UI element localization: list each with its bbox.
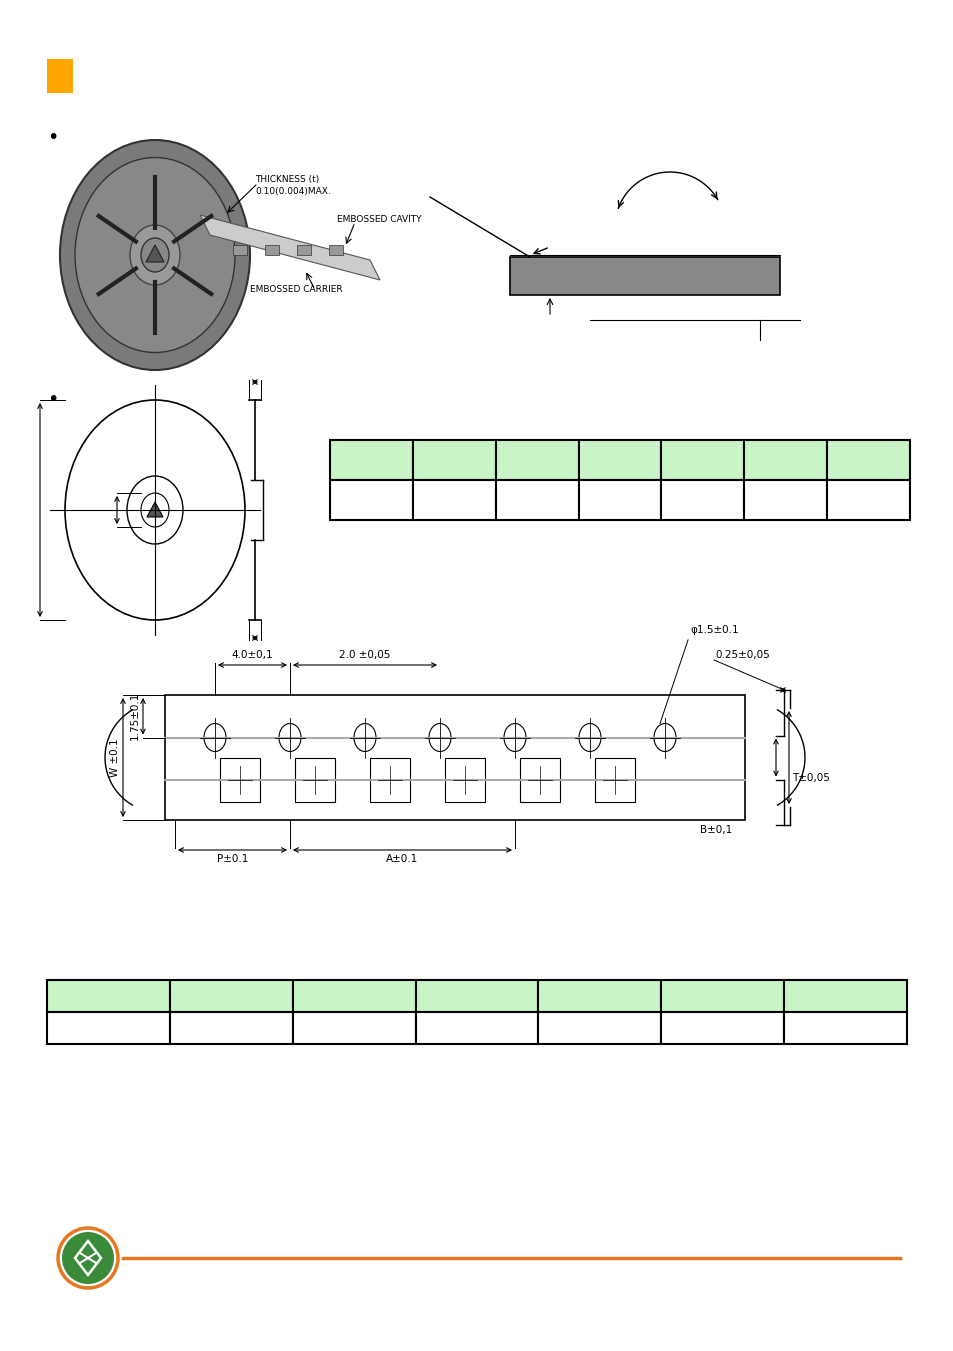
- Text: φ1.5±0.1: φ1.5±0.1: [689, 626, 738, 635]
- Ellipse shape: [130, 226, 180, 285]
- Bar: [296, 245, 311, 255]
- Text: P±0.1: P±0.1: [216, 854, 248, 865]
- Bar: [743, 480, 826, 520]
- Ellipse shape: [578, 724, 600, 751]
- Polygon shape: [146, 245, 164, 262]
- Bar: [444, 758, 484, 801]
- Bar: [537, 979, 660, 1012]
- Text: 0.25±0,05: 0.25±0,05: [714, 650, 769, 661]
- Bar: [519, 758, 559, 801]
- Bar: [496, 440, 578, 480]
- Bar: [578, 440, 660, 480]
- Bar: [220, 758, 260, 801]
- Bar: [165, 694, 744, 820]
- Ellipse shape: [127, 476, 183, 544]
- Text: 4.0±0,1: 4.0±0,1: [232, 650, 273, 661]
- Bar: [47, 979, 170, 1012]
- Bar: [496, 480, 578, 520]
- Text: EMBOSSED CAVITY: EMBOSSED CAVITY: [336, 215, 421, 224]
- Text: •: •: [47, 390, 58, 409]
- Bar: [47, 1012, 170, 1044]
- Ellipse shape: [278, 724, 301, 751]
- Bar: [330, 480, 413, 520]
- Ellipse shape: [654, 724, 676, 751]
- Bar: [537, 1012, 660, 1044]
- Ellipse shape: [141, 238, 169, 272]
- Bar: [783, 1012, 906, 1044]
- Bar: [413, 440, 496, 480]
- Bar: [294, 758, 335, 801]
- Ellipse shape: [60, 141, 250, 370]
- Polygon shape: [147, 503, 163, 517]
- Text: T±0,05: T±0,05: [791, 773, 829, 782]
- Bar: [416, 1012, 537, 1044]
- Bar: [660, 979, 783, 1012]
- Bar: [329, 245, 343, 255]
- Bar: [47, 59, 73, 93]
- Ellipse shape: [429, 724, 451, 751]
- Bar: [743, 440, 826, 480]
- Text: EMBOSSED CARRIER: EMBOSSED CARRIER: [250, 285, 342, 295]
- Bar: [370, 758, 410, 801]
- Bar: [660, 440, 743, 480]
- Bar: [265, 245, 278, 255]
- Bar: [416, 979, 537, 1012]
- Bar: [660, 480, 743, 520]
- Text: A±0.1: A±0.1: [386, 854, 418, 865]
- Ellipse shape: [204, 724, 226, 751]
- Text: THICKNESS (t)
0.10(0.004)MAX.: THICKNESS (t) 0.10(0.004)MAX.: [254, 176, 331, 196]
- Bar: [578, 480, 660, 520]
- Bar: [413, 480, 496, 520]
- Bar: [233, 245, 247, 255]
- Bar: [660, 1012, 783, 1044]
- Bar: [595, 758, 635, 801]
- Ellipse shape: [141, 493, 169, 527]
- Bar: [826, 480, 909, 520]
- Bar: [826, 440, 909, 480]
- Circle shape: [58, 1228, 118, 1288]
- Bar: [293, 979, 416, 1012]
- Ellipse shape: [75, 158, 234, 353]
- Polygon shape: [200, 215, 379, 280]
- Ellipse shape: [503, 724, 525, 751]
- Bar: [170, 1012, 293, 1044]
- Text: 1.75±0.1: 1.75±0.1: [130, 692, 140, 740]
- Bar: [510, 257, 780, 295]
- Text: B±0,1: B±0,1: [700, 825, 732, 835]
- Ellipse shape: [354, 724, 375, 751]
- Bar: [170, 979, 293, 1012]
- Bar: [293, 1012, 416, 1044]
- Bar: [783, 979, 906, 1012]
- Text: W ±0.1: W ±0.1: [110, 738, 120, 777]
- Text: •: •: [47, 128, 58, 147]
- Text: 2.0 ±0,05: 2.0 ±0,05: [339, 650, 391, 661]
- Circle shape: [62, 1232, 113, 1283]
- Ellipse shape: [65, 400, 245, 620]
- Bar: [330, 440, 413, 480]
